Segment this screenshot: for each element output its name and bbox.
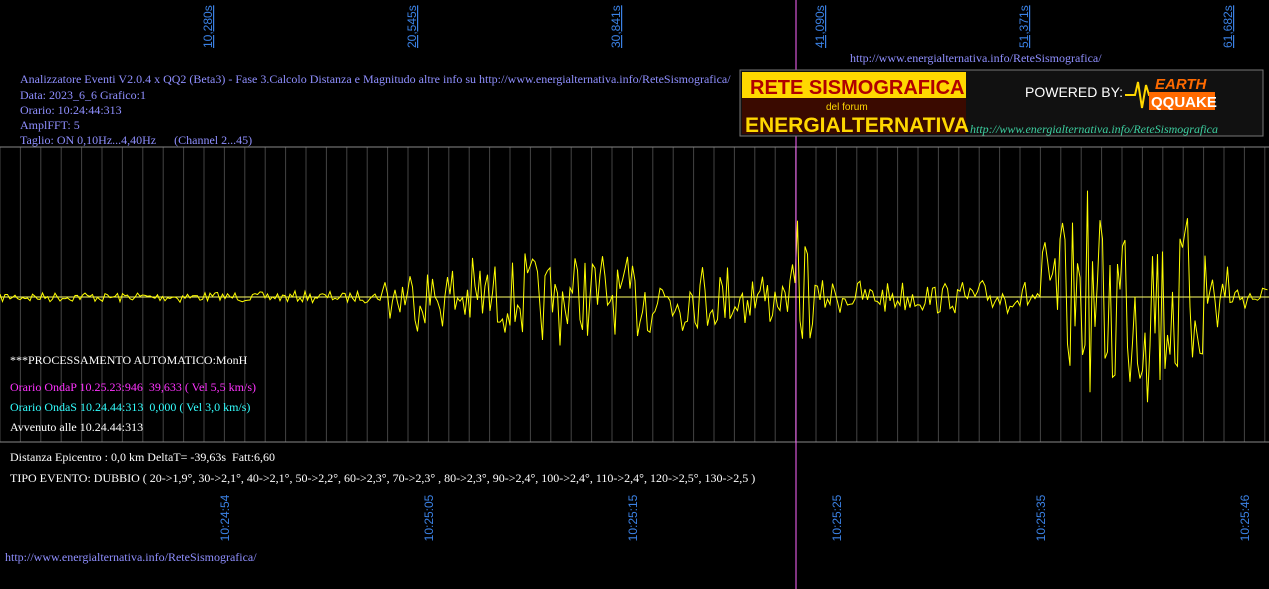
event-type: TIPO EVENTO: DUBBIO ( 20->1,9°, 30->2,1°… bbox=[10, 471, 755, 485]
top-tick-label: 30,841s bbox=[609, 5, 623, 48]
info-block: Analizzatore Eventi V2.0.4 x QQ2 (Beta3)… bbox=[20, 72, 731, 147]
waveform bbox=[0, 190, 1268, 403]
info-line: Orario: 10:24:44:313 bbox=[20, 103, 122, 117]
processing: ***PROCESSAMENTO AUTOMATICO:MonH Orario … bbox=[10, 353, 256, 434]
logo-brand: ENERGIALTERNATIVA bbox=[745, 114, 969, 137]
info-line: Analizzatore Eventi V2.0.4 x QQ2 (Beta3)… bbox=[20, 72, 731, 86]
info-line: Data: 2023_6_6 Grafico:1 bbox=[20, 88, 146, 102]
info-line: AmplFFT: 5 bbox=[20, 118, 80, 132]
distance: Distanza Epicentro : 0,0 km DeltaT= -39,… bbox=[10, 450, 275, 464]
logo-earth: EARTH bbox=[1155, 76, 1208, 93]
logo-sub: del forum bbox=[826, 102, 868, 113]
bottom-tick-label: 10:25:46 bbox=[1238, 494, 1252, 541]
logo-powered: POWERED BY: bbox=[1025, 84, 1123, 100]
processing-title: ***PROCESSAMENTO AUTOMATICO:MonH bbox=[10, 353, 248, 367]
bottom-tick-label: 10:25:15 bbox=[626, 494, 640, 541]
avvenuto: Avvenuto alle 10.24.44:313 bbox=[10, 420, 143, 434]
logo-band bbox=[742, 72, 966, 98]
logo-band bbox=[742, 98, 966, 134]
bottom-tick-label: 10:25:25 bbox=[830, 494, 844, 541]
top-url: http://www.energialternativa.info/ReteSi… bbox=[850, 51, 1102, 65]
top-tick-label: 20,545s bbox=[405, 5, 419, 48]
bottom-ticks: 10:24:54 10:25:05 10:25:15 10:25:25 10:25:35… bbox=[218, 494, 1252, 541]
top-tick-label: 61,682s bbox=[1221, 5, 1235, 48]
logo-url: http://www.energialternativa.info/ReteSi… bbox=[970, 122, 1218, 136]
logo-quake: QQUAKE bbox=[1151, 94, 1217, 111]
onda-s: Orario OndaS 10.24.44:313 0,000 ( Vel 3,… bbox=[10, 400, 250, 414]
top-tick-label: 10,280s bbox=[201, 5, 215, 48]
bottom-tick-label: 10:25:05 bbox=[422, 494, 436, 541]
top-ticks: 10,280s 20,545s 30,841s 41,090s 51,371s 61,68… bbox=[201, 5, 1235, 48]
onda-p: Orario OndaP 10.25.23:946 39,633 ( Vel 5… bbox=[10, 380, 256, 394]
top-tick-label: 51,371s bbox=[1017, 5, 1031, 48]
info-line: Taglio: ON 0,10Hz...4,40Hz (Channel 2...… bbox=[20, 133, 252, 147]
logo-title: RETE SISMOGRAFICA bbox=[750, 77, 964, 99]
logo-quake-bg bbox=[1149, 92, 1215, 110]
bottom-url: http://www.energialternativa.info/ReteSi… bbox=[5, 550, 257, 564]
bottom-tick-label: 10:24:54 bbox=[218, 494, 232, 541]
logo: RETE SISMOGRAFICA del forum ENERGIALTERN… bbox=[739, 69, 1264, 137]
bottom-tick-label: 10:25:35 bbox=[1034, 494, 1048, 541]
top-tick-label: 41,090s bbox=[813, 5, 827, 48]
